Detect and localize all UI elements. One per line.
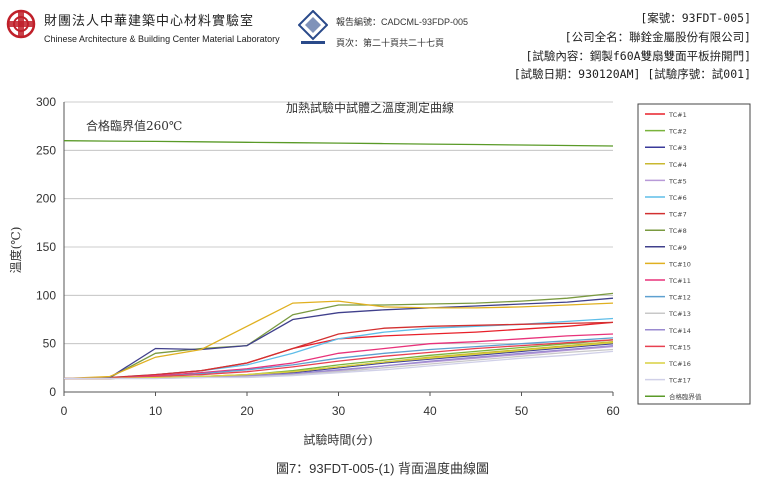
legend-label: TC#8 [668, 227, 687, 235]
legend-label: TC#1 [668, 111, 687, 119]
y-tick-label: 250 [36, 143, 56, 157]
legend-label: TC#9 [668, 244, 687, 252]
series-line-18 [63, 140, 614, 147]
tick-layer: 0 50 100 150 200 250 300 0 10 20 30 40 50 60 [36, 95, 620, 418]
series-line-15 [64, 339, 614, 380]
legend-label: TC#2 [668, 128, 687, 136]
y-tick-label: 150 [36, 240, 56, 254]
case-number: [案號：93FDT-005] [640, 11, 751, 25]
legend-label: 合格臨界值 [669, 392, 702, 401]
lab-logo-icon [6, 9, 36, 39]
legend-label: TC#11 [668, 277, 691, 285]
org-name-english: Chinese Architecture & Building Center M… [44, 34, 280, 44]
x-tick-label: 0 [61, 404, 68, 418]
test-date-serial: [試驗日期：930120AM] [試驗序號：試001] [513, 67, 751, 81]
y-tick-label: 300 [36, 95, 56, 109]
series-line-16 [64, 342, 614, 380]
legend-label: TC#4 [668, 161, 687, 169]
legend-label: TC#3 [668, 144, 687, 152]
limit-annotation: 合格臨界值260℃ [86, 118, 182, 133]
x-tick-label: 40 [423, 404, 437, 418]
legend-label: TC#16 [668, 360, 691, 368]
x-tick-label: 60 [606, 404, 620, 418]
figure-caption: 圖7：93FDT-005-(1) 背面溫度曲線圖 [275, 461, 490, 476]
y-tick-label: 0 [49, 385, 56, 399]
series-line-5 [64, 345, 614, 380]
y-axis-label: 溫度(℃) [8, 227, 23, 274]
x-axis-label: 試驗時間(分) [303, 432, 372, 447]
legend-label: TC#7 [668, 211, 687, 219]
series-line-17 [64, 350, 614, 380]
x-tick-label: 10 [149, 404, 163, 418]
legend-box [637, 103, 751, 405]
legend-label: TC#13 [668, 310, 691, 318]
x-tick-label: 20 [240, 404, 254, 418]
legend-label: TC#5 [668, 177, 687, 185]
test-content: [試驗內容：鋼製f60A雙扇雙面平板拚開門] [525, 49, 751, 63]
page-info: 頁次：第二十頁共二十七頁 [336, 38, 445, 48]
legend-label: TC#15 [668, 343, 691, 351]
report-number: 報告編號：CADCML-93FDP-005 [336, 17, 469, 27]
x-tick-label: 50 [515, 404, 529, 418]
series-line-10 [63, 300, 614, 380]
legend-label: TC#17 [668, 377, 691, 385]
legend-label: TC#12 [668, 294, 691, 302]
legend-label: TC#6 [668, 194, 687, 202]
cbm-logo-icon [298, 10, 328, 44]
chart-title: 加熱試驗中試體之溫度測定曲線 [286, 100, 454, 115]
org-name-chinese: 財團法人中華建築中心材料實驗室 [44, 14, 255, 29]
y-tick-label: 50 [43, 337, 57, 351]
temperature-chart: 0 50 100 150 200 250 300 0 10 20 30 40 50 60 加熱試驗中試體之… [8, 95, 751, 447]
legend-label: TC#14 [668, 327, 691, 335]
legend-label: TC#10 [668, 260, 691, 268]
y-tick-label: 100 [36, 288, 56, 302]
series-line-7 [63, 321, 614, 380]
legend-layer: TC#1 TC#2 TC#3 TC#4 TC#5 TC#6 TC#7 TC#8 TC#9 TC#1… [645, 111, 702, 401]
series-line-9 [63, 297, 614, 380]
x-tick-label: 30 [332, 404, 346, 418]
series-layer [63, 140, 614, 380]
y-tick-label: 200 [36, 192, 56, 206]
series-line-11 [64, 333, 614, 380]
series-line-8 [63, 292, 614, 380]
company-name: [公司全名：聯銓金屬股份有限公司] [564, 30, 751, 44]
